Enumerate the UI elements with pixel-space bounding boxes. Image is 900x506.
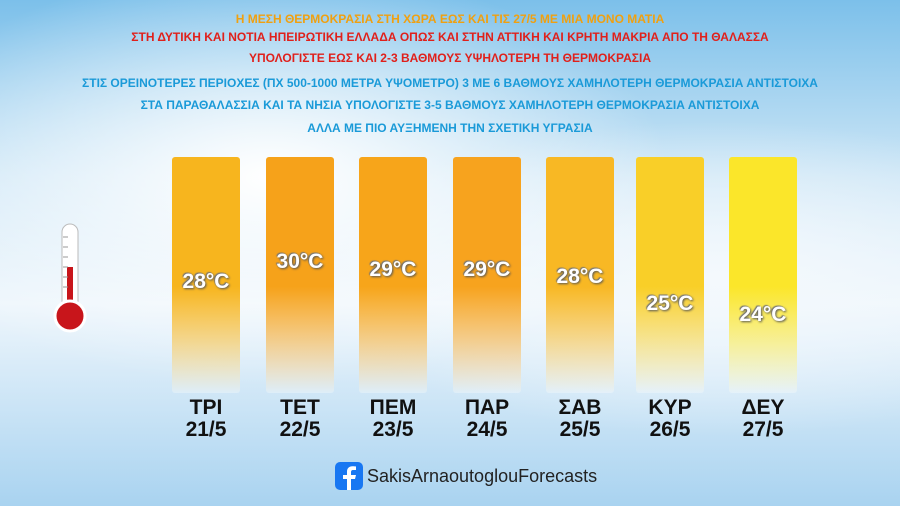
temperature-label: 25°C [646,292,694,315]
day-bar [453,157,521,393]
day-bar [359,157,427,393]
thermometer-icon [53,223,87,333]
page-name: SakisArnaoutoglouForecasts [367,466,598,486]
header-line: ΣΤΙΣ ΟΡΕΙΝΟΤΕΡΕΣ ΠΕΡΙΟΧΕΣ (ΠΧ 500-1000 Μ… [82,76,818,90]
day-label: ΠΕΜ [369,396,417,419]
date-label: 26/5 [649,418,691,441]
temperature-label: 28°C [182,270,230,293]
header-line: ΑΛΛΑ ΜΕ ΠΙΟ ΑΥΞΗΜΕΝΗ ΤΗΝ ΣΧΕΤΙΚΗ ΥΓΡΑΣΙΑ [307,121,593,135]
temperature-label: 28°C [556,265,604,288]
day-label: ΠΑΡ [464,396,510,419]
day-bar [172,157,240,393]
header-line: ΣΤΗ ΔΥΤΙΚΗ ΚΑΙ ΝΟΤΙΑ ΗΠΕΙΡΩΤΙΚΗ ΕΛΛΑΔΑ Ο… [131,30,769,44]
temperature-label: 30°C [276,250,324,273]
date-label: 25/5 [559,418,601,441]
day-label: ΚΥΡ [648,396,692,419]
day-label: ΤΕΤ [280,396,320,419]
day-bar [546,157,614,393]
day-bar [636,157,704,393]
day-label: ΣΑΒ [558,396,602,419]
header-line: ΣΤΑ ΠΑΡΑΘΑΛΑΣΣΙΑ ΚΑΙ ΤΑ ΝΗΣΙΑ ΥΠΟΛΟΓΙΣΤΕ… [140,98,760,112]
day-bar [266,157,334,393]
temperature-label: 24°C [739,303,787,326]
day-label: ΔΕΥ [741,396,785,419]
date-label: 21/5 [185,418,227,441]
day-bar [729,157,797,393]
date-label: 27/5 [742,418,784,441]
facebook-icon [335,462,363,490]
day-label: ΤΡΙ [189,396,223,419]
date-label: 22/5 [279,418,321,441]
header-line: ΥΠΟΛΟΓΙΣΤΕ ΕΩΣ ΚΑΙ 2-3 ΒΑΘΜΟΥΣ ΥΨΗΛΟΤΕΡΗ… [249,51,651,65]
date-label: 24/5 [466,418,508,441]
header-line: Η ΜΕΣΗ ΘΕΡΜΟΚΡΑΣΙΑ ΣΤΗ ΧΩΡΑ ΕΩΣ ΚΑΙ ΤΙΣ … [235,12,665,26]
temperature-label: 29°C [369,258,417,281]
temperature-label: 29°C [463,258,511,281]
date-label: 23/5 [372,418,414,441]
